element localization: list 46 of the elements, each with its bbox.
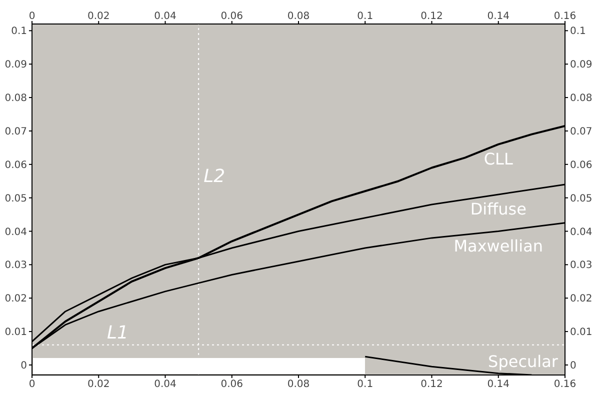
y-tick-label: 0.05	[4, 193, 27, 204]
y-tick-label: 0.1	[11, 26, 27, 38]
x-tick-label: 0	[28, 11, 36, 22]
y-tick-label: 0.04	[4, 226, 27, 238]
y-tick-label: 0.02	[4, 294, 27, 305]
y2-tick-label: 0.02	[570, 294, 592, 305]
series-label: CLL	[484, 149, 513, 168]
y2-tick-label: 0	[570, 360, 576, 372]
x2-tick-label: 0.1	[357, 379, 374, 390]
y2-tick-label: 0.01	[570, 327, 592, 338]
x2-tick-label: 0.14	[487, 379, 510, 390]
x-tick-label: 0.16	[554, 11, 576, 22]
y2-tick-label: 0.09	[570, 60, 592, 71]
y2-tick-label: 0.05	[570, 193, 592, 204]
x2-tick-label: 0	[28, 379, 36, 390]
y-tick-label: 0.07	[4, 126, 27, 138]
x2-tick-label: 0.12	[420, 379, 443, 390]
y-tick-label: 0.01	[4, 327, 27, 338]
y-tick-label: 0	[20, 360, 27, 372]
y-tick-label: 0.08	[4, 93, 27, 104]
x-tick-label: 0.12	[420, 11, 443, 22]
x-tick-label: 0.08	[287, 11, 310, 22]
y2-tick-label: 0.07	[570, 126, 592, 138]
y2-tick-label: 0.04	[570, 226, 592, 238]
x2-tick-label: 0.08	[287, 379, 310, 390]
x-tick-label: 0.02	[87, 11, 110, 22]
y2-tick-label: 0.03	[570, 260, 592, 272]
ref-line-label: L1	[107, 322, 128, 344]
x-tick-label: 0.04	[154, 11, 176, 22]
x2-tick-label: 0.04	[154, 379, 176, 390]
x2-tick-label: 0.16	[554, 379, 576, 390]
x2-tick-label: 0.06	[220, 379, 244, 390]
series-label: Specular	[488, 352, 558, 371]
y-tick-label: 0.06	[4, 160, 27, 171]
x2-tick-label: 0.02	[87, 379, 110, 390]
y2-tick-label: 0.08	[570, 93, 592, 104]
x-tick-label: 0.06	[220, 11, 244, 22]
y-tick-label: 0.09	[4, 60, 27, 71]
series-label: Maxwellian	[454, 236, 544, 256]
series-label: Diffuse	[470, 199, 526, 218]
ref-line-label: L2	[204, 166, 226, 187]
x-tick-label: 0.14	[487, 11, 510, 22]
y-tick-label: 0.03	[4, 260, 27, 272]
x-tick-label: 0.1	[357, 11, 374, 22]
y2-tick-label: 0.06	[570, 160, 592, 171]
y2-tick-label: 0.1	[570, 26, 586, 38]
